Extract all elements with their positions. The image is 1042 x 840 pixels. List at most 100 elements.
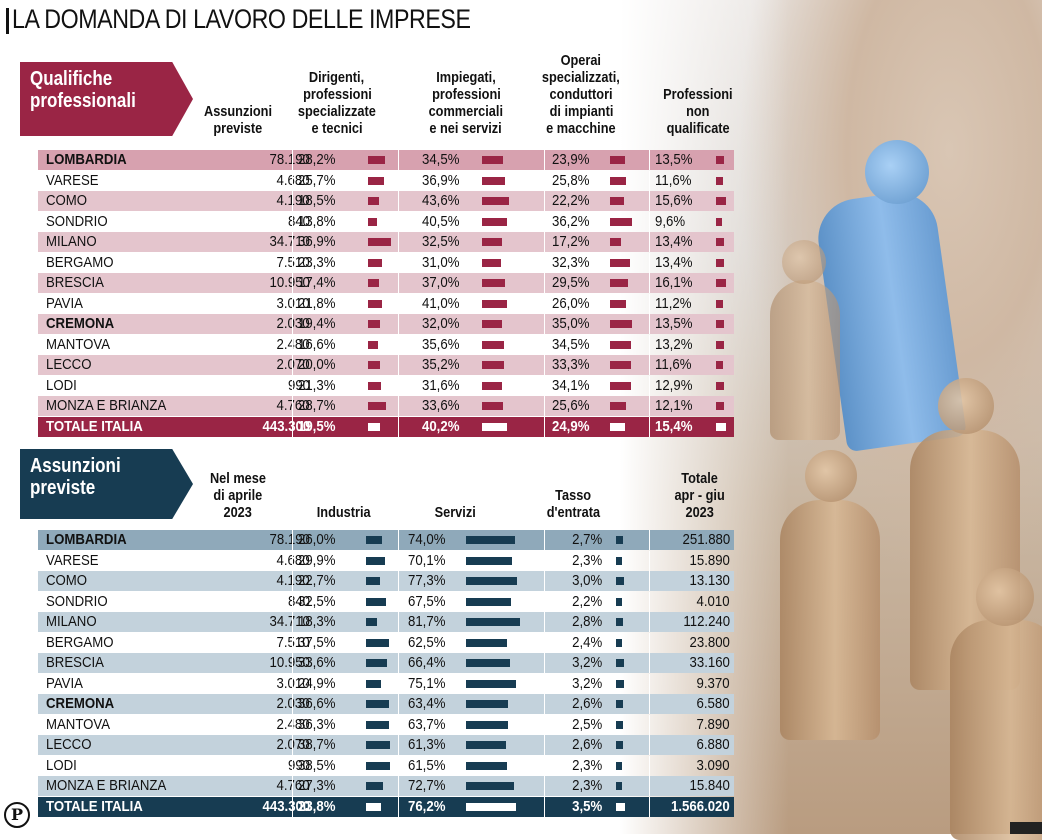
percent-label: 74,0% xyxy=(408,530,468,550)
column-separator xyxy=(292,694,293,714)
percent-label: 41,0% xyxy=(422,294,482,314)
column-separator xyxy=(292,253,293,273)
percent-label-text: 29,9% xyxy=(298,552,336,569)
column-separator xyxy=(398,633,399,653)
table2-header-1-line: Industria xyxy=(317,504,371,521)
totale-value-text: 13.130 xyxy=(689,572,730,589)
bar-operai xyxy=(610,279,628,287)
assunzioni-value-text: 4.190 xyxy=(276,192,310,209)
percent-label: 33,6% xyxy=(422,396,482,416)
bar-industria xyxy=(366,618,377,626)
percent-label: 21,8% xyxy=(298,294,358,314)
column-separator xyxy=(649,756,650,776)
table1-header-3-line: conduttori xyxy=(549,86,613,103)
region-name: MANTOVA xyxy=(46,335,196,355)
section-tag-line: professionali xyxy=(30,90,136,112)
percent-label-text: 33,6% xyxy=(298,654,336,671)
column-separator xyxy=(292,551,293,571)
totale-value: 15.890 xyxy=(656,551,730,571)
column-separator xyxy=(292,592,293,612)
bar-impiegati xyxy=(482,197,509,205)
column-separator xyxy=(398,592,399,612)
assunzioni-value: 10.950 xyxy=(188,273,310,293)
column-separator xyxy=(398,530,399,550)
bar-operai xyxy=(610,320,632,328)
bar-industria xyxy=(366,536,382,544)
region-name: MANTOVA xyxy=(46,715,196,735)
aprile-value-text: 2.030 xyxy=(276,695,310,712)
percent-label: 37,5% xyxy=(298,633,358,653)
bar-impiegati xyxy=(482,361,504,369)
bar-servizi xyxy=(466,762,507,770)
bar-industria xyxy=(366,721,389,729)
column-separator xyxy=(292,612,293,632)
percent-label-text: 9,6% xyxy=(655,213,686,230)
region-name: VARESE xyxy=(46,171,196,191)
percent-label-text: 12,1% xyxy=(655,397,693,414)
percent-label-text: 19,5% xyxy=(298,418,336,435)
bar-industria xyxy=(366,557,385,565)
percent-label-text: 27,3% xyxy=(298,777,336,794)
totale-value: 9.370 xyxy=(656,674,730,694)
assunzioni-value: 990 xyxy=(188,376,310,396)
percent-label-text: 36,9% xyxy=(422,172,460,189)
aprile-value: 4.760 xyxy=(188,776,310,796)
assunzioni-value: 3.010 xyxy=(188,294,310,314)
table1-header-2-line: commerciali xyxy=(428,103,504,120)
assunzioni-value: 2.070 xyxy=(188,355,310,375)
bar-dirigenti xyxy=(368,361,380,369)
percent-label: 31,0% xyxy=(422,253,482,273)
bar-dirigenti xyxy=(368,238,391,246)
percent-label: 32,3% xyxy=(552,253,612,273)
aprile-value-text: 443.300 xyxy=(262,798,310,815)
region-name-text: CREMONA xyxy=(46,315,115,332)
percent-label: 13,2% xyxy=(655,335,715,355)
region-name-text: LECCO xyxy=(46,736,92,753)
percent-label-text: 2,6% xyxy=(571,695,602,712)
table1-header-1-line: professioni xyxy=(302,86,372,103)
region-name-text: VARESE xyxy=(46,172,99,189)
bar-impiegati xyxy=(482,218,507,226)
percent-label: 2,3% xyxy=(558,756,602,776)
column-separator xyxy=(292,674,293,694)
percent-label: 32,5% xyxy=(298,592,358,612)
percent-label-text: 70,1% xyxy=(408,552,446,569)
bar-tasso xyxy=(616,557,622,565)
percent-label: 29,9% xyxy=(298,551,358,571)
bar-tasso xyxy=(616,741,623,749)
column-separator xyxy=(398,191,399,211)
section-tag-line: Assunzioni xyxy=(30,455,121,477)
percent-label: 18,5% xyxy=(298,191,358,211)
totale-value-text: 1.566.020 xyxy=(671,798,730,815)
column-separator xyxy=(544,735,545,755)
percent-label: 31,6% xyxy=(422,376,482,396)
table2-header-0-line: 2023 xyxy=(223,504,253,521)
percent-label: 13,4% xyxy=(655,232,715,252)
bar-dirigenti xyxy=(368,423,380,431)
column-separator xyxy=(649,376,650,396)
percent-label: 2,8% xyxy=(558,612,602,632)
percent-label: 22,7% xyxy=(298,571,358,591)
bar-operai xyxy=(610,382,631,390)
table-row: VARESE 4.680 25,7% 36,9% 25,8% 11,6% xyxy=(38,171,734,191)
assunzioni-value-text: 2.030 xyxy=(276,315,310,332)
table2-header-3: Tasso d'entrata xyxy=(508,487,638,521)
bar-industria xyxy=(366,782,383,790)
totale-value: 33.160 xyxy=(656,653,730,673)
percent-label: 66,4% xyxy=(408,653,468,673)
totale-value: 7.890 xyxy=(656,715,730,735)
column-separator xyxy=(544,776,545,796)
column-separator xyxy=(398,294,399,314)
percent-label: 24,9% xyxy=(552,417,612,437)
table2-header-4: Totale apr - giu 2023 xyxy=(635,470,765,521)
bar-operai xyxy=(610,402,626,410)
bar-non-qualificate xyxy=(716,300,723,308)
column-separator xyxy=(544,232,545,252)
assunzioni-value-text: 443.300 xyxy=(262,418,310,435)
assunzioni-value-text: 4.760 xyxy=(276,397,310,414)
assunzioni-value-text: 7.510 xyxy=(276,254,310,271)
column-separator xyxy=(398,376,399,396)
table1-header-4-line: non xyxy=(686,103,710,120)
percent-label: 3,2% xyxy=(558,674,602,694)
page-title: LA DOMANDA DI LAVORO DELLE IMPRESE xyxy=(12,4,471,34)
